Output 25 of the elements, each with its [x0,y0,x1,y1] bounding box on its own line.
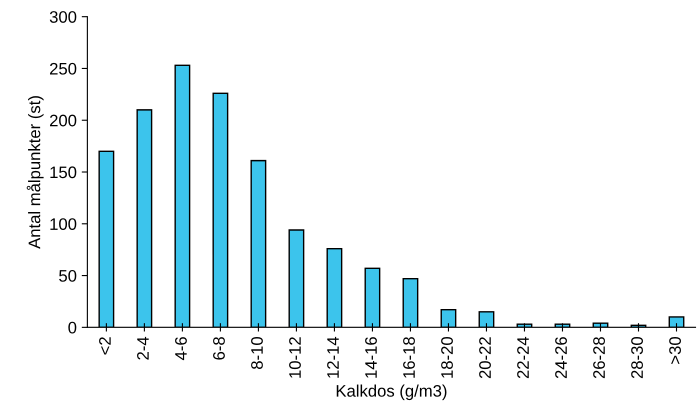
x-tick-label: 18-20 [441,337,453,378]
y-tick-label: 200 [50,114,76,126]
x-tick-label: 22-24 [517,336,529,378]
x-tick-label: 14-16 [365,337,377,378]
x-tick-label: 8-10 [251,337,263,370]
x-tick-label: 6-8 [213,337,225,360]
y-tick-label: 250 [50,62,76,75]
x-tick-label: 10-12 [289,337,301,378]
x-tick-label: 26-28 [593,337,605,378]
x-tick-label: 20-22 [479,337,491,378]
y-tick-label: 0 [68,322,76,334]
x-tick-label: 4-6 [175,337,187,360]
x-tick-label: <2 [99,337,111,355]
x-tick-label: 16-18 [403,337,415,378]
x-tick-label: 2-4 [137,336,149,360]
x-axis-title: Kalkdos (g/m3) [336,384,446,400]
x-tick-label: 28-30 [631,337,643,378]
y-tick-label: 100 [50,218,76,230]
y-tick-label: 50 [59,270,76,282]
y-tick-label: 150 [50,166,76,178]
x-tick-label: >30 [669,337,681,364]
y-tick-label: 300 [50,11,76,23]
x-tick-label: 24-26 [555,337,567,378]
y-axis-title: Antal målpunkter (st) [26,96,44,249]
x-tick-label: 12-14 [327,336,339,378]
